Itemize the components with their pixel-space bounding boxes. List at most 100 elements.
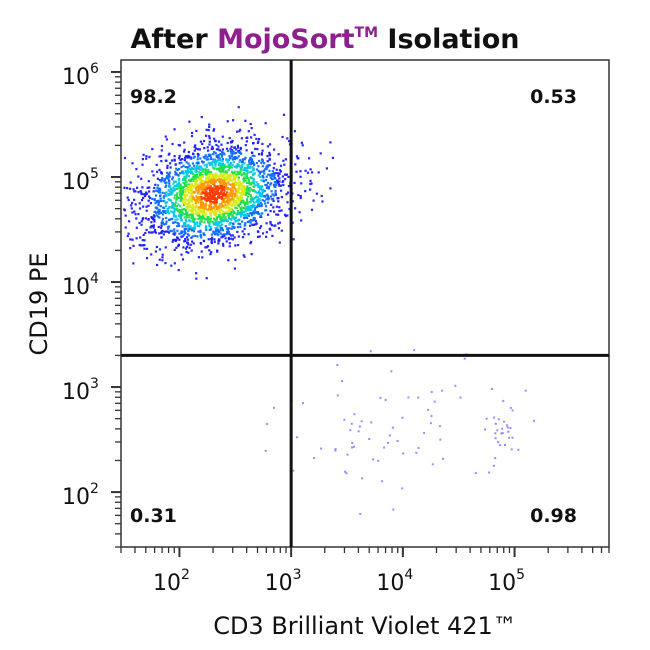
event-point: [224, 196, 227, 199]
event-point: [240, 152, 243, 155]
event-point: [187, 156, 190, 159]
event-point: [132, 188, 135, 191]
event-point: [175, 197, 179, 200]
event-point: [212, 129, 215, 132]
event-point: [185, 184, 188, 187]
event-point: [188, 219, 191, 222]
event-point: [247, 130, 250, 133]
event-point: [201, 176, 204, 179]
event-point: [209, 217, 212, 220]
event-point: [185, 174, 188, 177]
event-point: [239, 223, 242, 226]
event-point: [249, 163, 252, 166]
event-point: [197, 186, 200, 189]
event-point: [247, 207, 250, 211]
event-point: [264, 122, 267, 125]
event-point: [204, 246, 207, 249]
event-point: [252, 162, 255, 165]
event-point: [240, 182, 243, 185]
event-point: [187, 162, 190, 165]
event-point: [501, 432, 504, 435]
title-prefix: After: [130, 24, 218, 55]
event-point: [177, 269, 180, 272]
event-point: [184, 156, 187, 159]
event-point: [235, 194, 238, 197]
event-point: [178, 154, 181, 157]
event-point: [177, 168, 181, 171]
event-point: [234, 258, 237, 261]
event-point: [208, 186, 211, 190]
event-point: [158, 211, 161, 214]
event-point: [153, 218, 156, 221]
event-point: [180, 161, 183, 164]
event-point: [220, 212, 223, 215]
event-point: [230, 203, 233, 207]
event-point: [213, 240, 216, 243]
event-point: [163, 180, 166, 183]
event-point: [211, 210, 214, 213]
event-point: [219, 209, 222, 212]
event-point: [168, 212, 171, 215]
event-point: [223, 233, 226, 236]
event-point: [214, 185, 217, 189]
event-point: [242, 214, 245, 217]
event-point: [217, 188, 220, 191]
event-point: [196, 175, 199, 178]
event-point: [251, 142, 255, 145]
event-point: [276, 197, 279, 200]
event-point: [351, 442, 354, 444]
event-point: [230, 194, 233, 197]
event-point: [195, 277, 198, 280]
event-point: [157, 189, 160, 193]
event-point: [155, 189, 158, 192]
event-point: [157, 202, 160, 205]
event-point: [241, 230, 244, 233]
event-point: [239, 225, 242, 228]
event-point: [209, 253, 212, 256]
event-point: [227, 259, 230, 262]
event-point: [292, 469, 295, 472]
event-point: [190, 249, 193, 252]
event-point: [246, 195, 249, 198]
event-point: [152, 226, 155, 229]
event-point: [294, 163, 297, 166]
event-point: [165, 194, 168, 197]
event-point: [225, 233, 228, 236]
event-point: [277, 213, 280, 216]
event-point: [222, 165, 225, 168]
event-point: [266, 201, 270, 204]
event-point: [246, 185, 249, 188]
event-point: [207, 129, 210, 132]
event-point: [392, 508, 395, 511]
event-point: [266, 160, 269, 163]
event-point: [180, 166, 183, 169]
event-point: [249, 242, 252, 245]
event-point: [154, 183, 157, 186]
event-point: [281, 175, 284, 178]
event-point: [228, 187, 231, 191]
event-point: [238, 182, 241, 185]
event-point: [190, 177, 194, 180]
event-point: [207, 180, 210, 184]
event-point: [264, 168, 267, 171]
event-point: [240, 185, 243, 188]
event-point: [226, 227, 229, 230]
event-point: [204, 179, 207, 182]
event-point: [175, 187, 178, 190]
event-point: [195, 161, 198, 164]
event-point: [499, 444, 502, 447]
event-point: [224, 218, 227, 221]
event-point: [129, 181, 132, 184]
event-point: [221, 163, 224, 166]
event-point: [130, 207, 133, 210]
event-point: [187, 168, 190, 171]
event-point: [187, 169, 190, 172]
event-point: [263, 172, 266, 175]
event-point: [179, 183, 182, 186]
event-point: [181, 214, 184, 217]
event-point: [124, 226, 127, 229]
event-point: [271, 175, 274, 178]
event-point: [187, 224, 190, 227]
event-point: [238, 160, 241, 163]
event-point: [142, 193, 145, 196]
